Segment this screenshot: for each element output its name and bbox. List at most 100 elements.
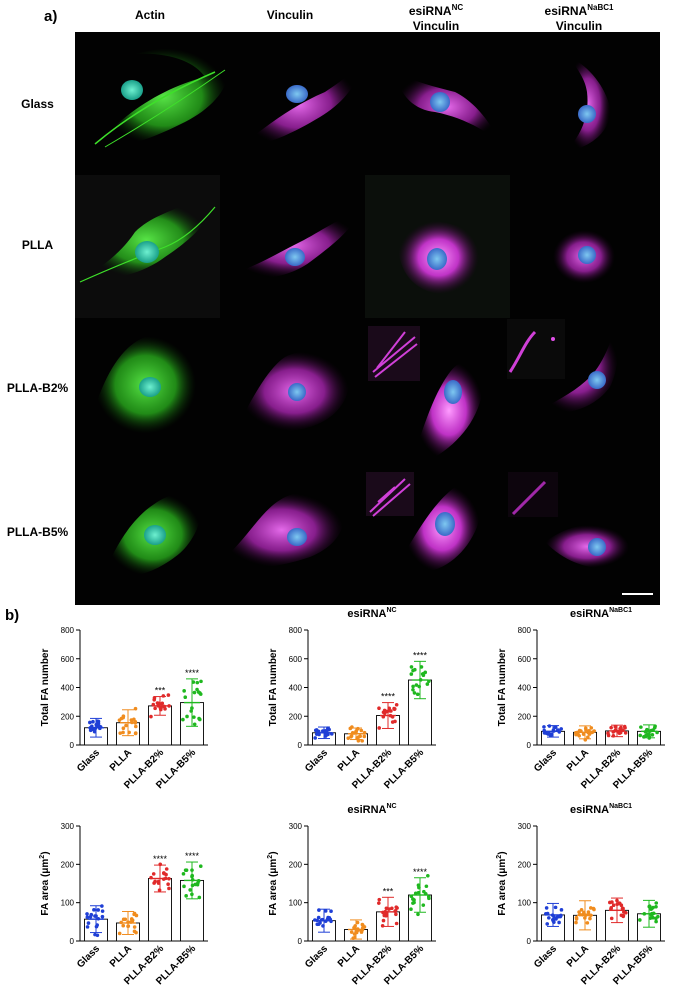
y-axis-label: Total FA number (497, 649, 508, 727)
data-point (121, 726, 126, 730)
column-header-vinculin: Vinculin (250, 8, 330, 23)
category-label: Glass (532, 943, 559, 970)
data-point (197, 716, 201, 721)
y-tick-label: 200 (289, 860, 303, 869)
column-header-actin: Actin (110, 8, 190, 23)
data-point (654, 901, 659, 905)
column-header-esirna: esiRNA (544, 4, 588, 18)
category-label: Glass (303, 943, 330, 970)
data-point (574, 915, 579, 920)
y-tick-label: 400 (289, 684, 303, 693)
data-point (586, 735, 590, 739)
data-point (585, 921, 590, 925)
micrograph-grid (75, 32, 660, 605)
data-point (589, 726, 594, 730)
tile-plla-b2-esirna-nc (368, 326, 484, 460)
data-point (118, 731, 123, 735)
data-point (421, 671, 426, 676)
row-label-plla-b2: PLLA-B2% (6, 381, 69, 395)
y-tick-label: 0 (70, 937, 75, 946)
data-point (362, 734, 367, 739)
significance-label: *** (383, 886, 394, 896)
tile-plla-b2-esirna-nabc1 (507, 319, 619, 414)
data-point (654, 904, 658, 909)
significance-label: **** (185, 851, 200, 861)
chart-title: esiRNANC (347, 607, 396, 620)
data-point (557, 920, 561, 925)
panel-b-label: b) (5, 607, 20, 624)
data-point (130, 919, 135, 924)
y-tick-label: 600 (289, 655, 303, 664)
data-point (617, 731, 622, 736)
significance-label: *** (155, 686, 166, 696)
data-point (85, 925, 90, 929)
data-point (577, 910, 581, 914)
tile-plla-esirna-nabc1 (552, 230, 615, 284)
data-point (649, 906, 654, 911)
data-point (166, 693, 171, 697)
y-tick-label: 200 (289, 712, 303, 721)
data-point (393, 719, 397, 724)
data-point (121, 730, 125, 735)
column-header-esirna-nabc1-vinculin: esiRNANaBC1 Vinculin (524, 0, 634, 34)
row-label-glass: Glass (21, 97, 54, 111)
data-point (167, 704, 171, 708)
data-point (588, 916, 592, 921)
data-point (198, 864, 203, 869)
data-point (409, 907, 413, 911)
column-header-line1: esiRNANC (386, 0, 486, 19)
data-point (638, 733, 643, 738)
data-point (587, 732, 592, 736)
data-point (197, 895, 202, 900)
y-tick-label: 0 (527, 741, 532, 750)
category-label: PLLA (565, 943, 591, 969)
data-point (656, 914, 660, 919)
data-point (155, 701, 160, 705)
data-point (416, 890, 421, 895)
data-point (392, 707, 397, 712)
data-point (315, 922, 320, 927)
data-point (192, 715, 196, 719)
data-point (390, 906, 394, 911)
data-point (613, 724, 618, 729)
data-point (606, 733, 611, 738)
data-point (623, 731, 628, 735)
data-point (553, 905, 558, 910)
y-tick-label: 200 (61, 712, 75, 721)
data-point (650, 733, 655, 737)
data-point (425, 682, 430, 686)
data-point (413, 667, 417, 672)
data-point (317, 732, 321, 737)
chart-title: esiRNANC (347, 803, 396, 816)
data-point (411, 687, 415, 692)
data-point (184, 894, 188, 898)
data-point (163, 707, 167, 711)
y-axis-label: FA area (μm2) (267, 851, 279, 915)
y-tick-label: 0 (298, 937, 303, 946)
data-point (542, 725, 546, 729)
data-point (359, 728, 364, 733)
column-header-line2: Vinculin (266, 8, 314, 22)
y-tick-label: 100 (61, 899, 75, 908)
data-point (88, 720, 92, 725)
y-tick-label: 200 (518, 860, 532, 869)
data-point (181, 872, 186, 876)
data-point (183, 695, 188, 700)
tile-glass-esirna-nc (395, 72, 500, 142)
data-point (592, 907, 596, 912)
data-point (167, 886, 171, 891)
y-tick-label: 400 (518, 684, 532, 693)
data-point (185, 714, 189, 719)
y-tick-label: 300 (518, 822, 532, 831)
y-tick-label: 300 (61, 822, 75, 831)
data-point (426, 894, 431, 899)
data-point (329, 909, 333, 914)
data-point (96, 908, 101, 912)
bar-chart-2: esiRNANC 0 200 400 600 800 Total FA number Glas… (268, 607, 436, 791)
data-point (553, 725, 558, 729)
data-point (149, 875, 153, 880)
data-point (622, 724, 627, 729)
y-axis-label: FA area (μm2) (39, 851, 51, 915)
data-point (620, 906, 625, 911)
